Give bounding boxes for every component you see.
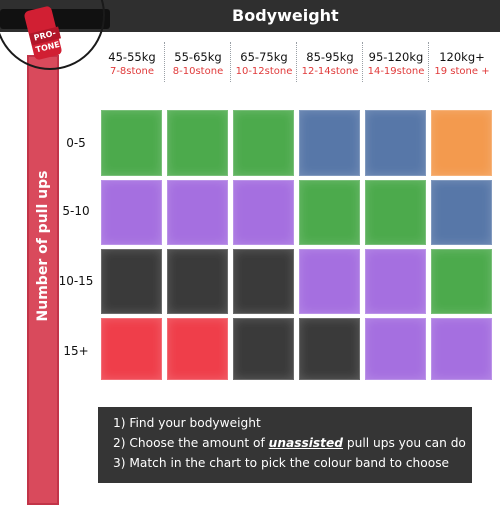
band-cell-purple (101, 180, 162, 245)
band-cell-red (101, 318, 162, 380)
weight-column-header: 85-95kg 12-14stone (297, 50, 363, 77)
weight-column-header: 55-65kg 8-10stone (165, 50, 231, 77)
weight-column-header: 65-75kg 10-12stone (231, 50, 297, 77)
weight-column-header: 120kg+ 19 stone + (429, 50, 495, 77)
instructions-box (98, 407, 472, 483)
weight-kg-label: 55-65kg (174, 50, 222, 64)
instruction-step-3: 3) Match in the chart to pick the colour… (113, 456, 450, 470)
weight-stone-label: 7-8stone (109, 66, 155, 77)
instruction-step-2: 2) Choose the amount of unassisted pull … (113, 436, 466, 450)
band-cell-orange (431, 110, 492, 176)
band-cell-black (299, 318, 360, 380)
logo-circle (0, 0, 105, 70)
instruction-step-2-post: pull ups you can do (343, 436, 466, 450)
band-cell-green (299, 180, 360, 245)
band-cell-green (101, 110, 162, 176)
weight-stone-label: 14-19stone (367, 66, 425, 77)
band-cell-green (233, 110, 294, 176)
band-cell-black (167, 249, 228, 314)
band-cell-green (167, 110, 228, 176)
band-cell-green (431, 249, 492, 314)
instruction-step-2-emph: unassisted (268, 436, 343, 450)
resistance-band-strip (27, 55, 59, 505)
band-cell-purple (365, 318, 426, 380)
weight-kg-label: 65-75kg (240, 50, 288, 64)
column-divider (428, 42, 430, 82)
band-cell-blue (431, 180, 492, 245)
band-cell-purple (431, 318, 492, 380)
band-cell-blue (299, 110, 360, 176)
pullup-row-label: 10-15 (58, 274, 94, 288)
weight-column-header: 45-55kg 7-8stone (99, 50, 165, 77)
column-divider (362, 42, 364, 82)
weight-kg-label: 120kg+ (439, 50, 485, 64)
weight-stone-label: 19 stone + (434, 66, 490, 77)
pullup-row-label: 0-5 (66, 136, 86, 150)
weight-column-header: 95-120kg 14-19stone (363, 50, 429, 77)
instruction-step-1: 1) Find your bodyweight (113, 416, 261, 430)
band-cell-red (167, 318, 228, 380)
weight-stone-label: 12-14stone (301, 66, 359, 77)
band-cell-black (233, 318, 294, 380)
weight-kg-label: 95-120kg (368, 50, 424, 64)
band-cell-purple (365, 249, 426, 314)
header-title: Bodyweight (232, 6, 339, 25)
band-cell-green (365, 180, 426, 245)
band-cell-purple (299, 249, 360, 314)
band-cell-blue (365, 110, 426, 176)
weight-kg-label: 85-95kg (306, 50, 354, 64)
weight-kg-label: 45-55kg (108, 50, 156, 64)
column-divider (296, 42, 298, 82)
instruction-step-2-pre: 2) Choose the amount of (113, 436, 269, 450)
band-cell-black (233, 249, 294, 314)
band-cell-black (101, 249, 162, 314)
pullup-row-label: 5-10 (62, 204, 90, 218)
pullup-row-label: 15+ (63, 344, 89, 358)
band-cell-purple (233, 180, 294, 245)
weight-stone-label: 8-10stone (172, 66, 224, 77)
column-divider (164, 42, 166, 82)
pullups-axis-label: Number of pull ups (35, 170, 51, 322)
weight-stone-label: 10-12stone (235, 66, 293, 77)
band-cell-purple (167, 180, 228, 245)
column-divider (230, 42, 232, 82)
